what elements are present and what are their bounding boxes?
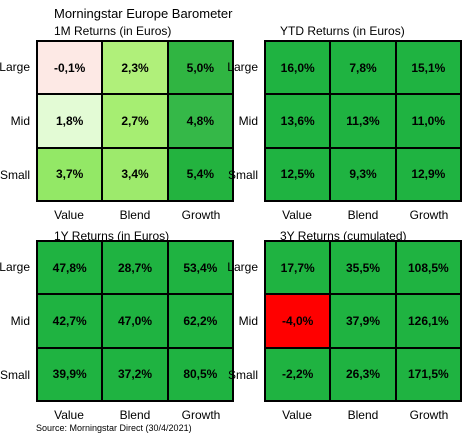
barometer-title: Morningstar Europe Barometer xyxy=(54,6,233,21)
heatmap-cell: -4,0% xyxy=(265,294,331,348)
column-label: Blend xyxy=(119,208,151,222)
heatmap-grid: 47,8% 28,7% 53,4% 42,7% 47,0% 62,2% 39,9% 37,2%… xyxy=(36,240,234,402)
heatmap-cell: 126,1% xyxy=(395,294,461,348)
heatmap-grid: -0,1% 2,3% 5,0% 1,8% 2,7% 4,8% 3,7% 3,4% 5,4% xyxy=(36,40,234,202)
column-label: Growth xyxy=(409,408,449,422)
heatmap-grid: 17,7% 35,5% 108,5% -4,0% 37,9% 126,1% -2,2% 26,… xyxy=(264,240,462,402)
heatmap-cell: 16,0% xyxy=(265,41,331,95)
heatmap-cell: 42,7% xyxy=(37,294,103,348)
row-label: Small xyxy=(227,168,258,182)
column-label: Growth xyxy=(181,208,221,222)
heatmap-cell: -0,1% xyxy=(37,41,103,95)
heatmap-cell: 108,5% xyxy=(395,241,461,295)
panel-title: 1M Returns (in Euros) xyxy=(54,24,172,38)
row-label: Mid xyxy=(238,114,258,128)
column-label: Growth xyxy=(409,208,449,222)
column-label: Blend xyxy=(119,408,151,422)
column-label: Value xyxy=(282,208,312,222)
heatmap-cell: 4,8% xyxy=(167,94,233,148)
heatmap-cell: 7,8% xyxy=(330,41,396,95)
heatmap-cell: 171,5% xyxy=(395,347,461,401)
heatmap-cell: 11,3% xyxy=(330,94,396,148)
column-label: Value xyxy=(54,408,84,422)
heatmap-cell: 11,0% xyxy=(395,94,461,148)
heatmap-cell: 3,4% xyxy=(102,147,168,201)
row-label: Mid xyxy=(10,314,30,328)
heatmap-cell: 26,3% xyxy=(330,347,396,401)
heatmap-cell: 28,7% xyxy=(102,241,168,295)
heatmap-cell: 35,5% xyxy=(330,241,396,295)
heatmap-cell: 47,0% xyxy=(102,294,168,348)
panel-title: YTD Returns (in Euros) xyxy=(280,24,405,38)
heatmap-cell: 12,5% xyxy=(265,147,331,201)
column-label: Value xyxy=(282,408,312,422)
column-label: Blend xyxy=(347,408,379,422)
row-label: Small xyxy=(227,368,258,382)
heatmap-cell: 13,6% xyxy=(265,94,331,148)
row-label: Large xyxy=(227,260,258,274)
heatmap-cell: 47,8% xyxy=(37,241,103,295)
row-label: Mid xyxy=(238,314,258,328)
column-label: Value xyxy=(54,208,84,222)
heatmap-cell: 15,1% xyxy=(395,41,461,95)
source-note: Source: Morningstar Direct (30/4/2021) xyxy=(36,423,192,433)
row-label: Small xyxy=(0,168,30,182)
heatmap-cell: 62,2% xyxy=(167,294,233,348)
heatmap-cell: 9,3% xyxy=(330,147,396,201)
heatmap-cell: 80,5% xyxy=(167,347,233,401)
row-label: Large xyxy=(0,60,30,74)
heatmap-cell: 2,7% xyxy=(102,94,168,148)
column-label: Blend xyxy=(347,208,379,222)
heatmap-grid: 16,0% 7,8% 15,1% 13,6% 11,3% 11,0% 12,5% 9,3% 12… xyxy=(264,40,462,202)
row-label: Large xyxy=(0,260,30,274)
panel-title: 1Y Returns (in Euros) xyxy=(54,229,170,243)
row-label: Large xyxy=(227,60,258,74)
heatmap-cell: 53,4% xyxy=(167,241,233,295)
heatmap-cell: 1,8% xyxy=(37,94,103,148)
heatmap-cell: 37,9% xyxy=(330,294,396,348)
heatmap-cell: 5,4% xyxy=(167,147,233,201)
heatmap-cell: 3,7% xyxy=(37,147,103,201)
row-label: Mid xyxy=(10,114,30,128)
heatmap-cell: 37,2% xyxy=(102,347,168,401)
heatmap-cell: 5,0% xyxy=(167,41,233,95)
heatmap-cell: 17,7% xyxy=(265,241,331,295)
panel-title: 3Y Returns (cumulated) xyxy=(280,229,407,243)
heatmap-cell: 12,9% xyxy=(395,147,461,201)
heatmap-cell: 39,9% xyxy=(37,347,103,401)
heatmap-cell: 2,3% xyxy=(102,41,168,95)
column-label: Growth xyxy=(181,408,221,422)
heatmap-cell: -2,2% xyxy=(265,347,331,401)
row-label: Small xyxy=(0,368,30,382)
